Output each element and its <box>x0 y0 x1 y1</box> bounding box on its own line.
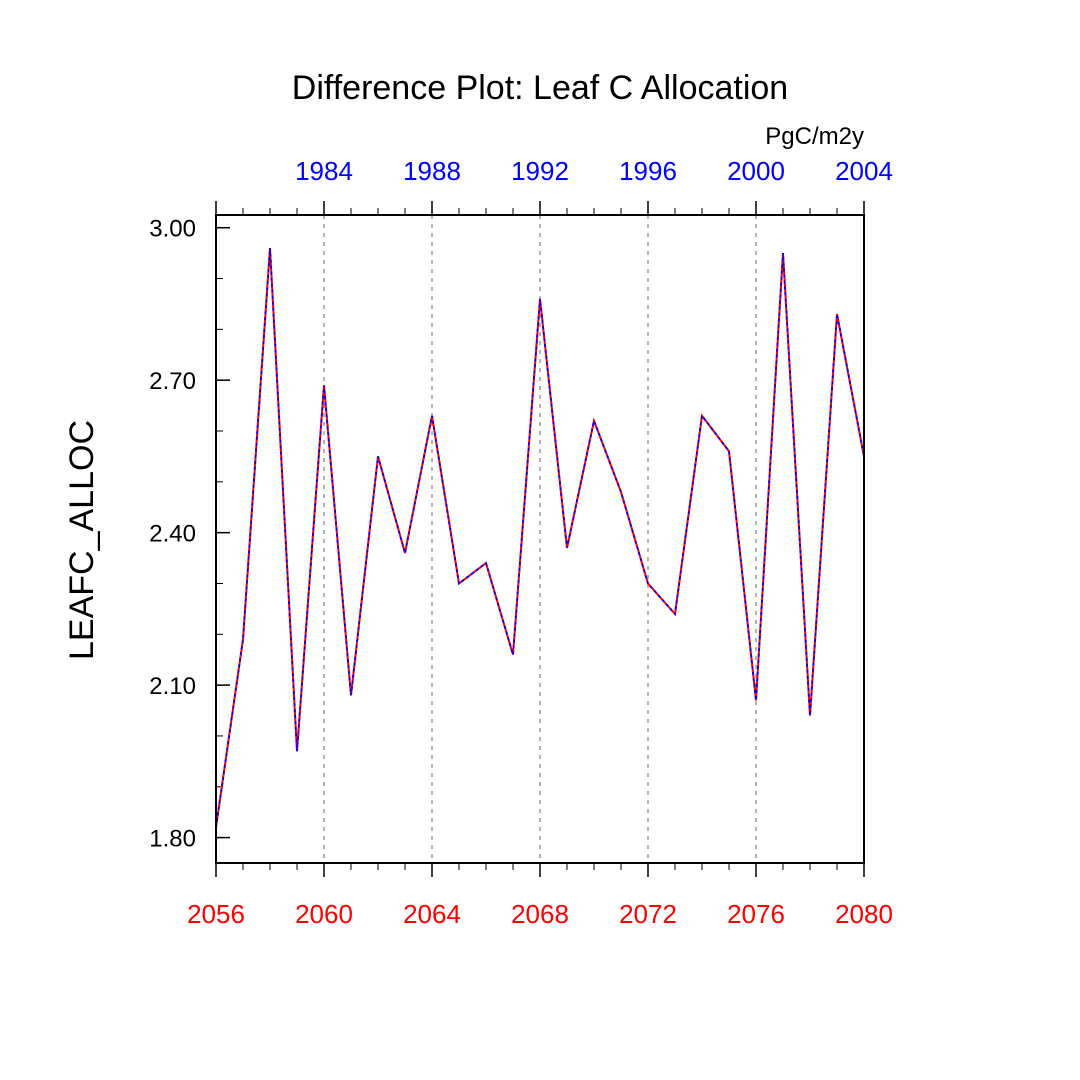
gridlines <box>323 215 757 863</box>
y-tick-label: 3.00 <box>149 216 196 243</box>
x-top-tick-label: 1984 <box>295 156 353 186</box>
axis-ticks <box>215 201 865 877</box>
chart-title: Difference Plot: Leaf C Allocation <box>292 69 788 107</box>
data-series <box>215 247 865 828</box>
series-line-historical <box>215 247 865 828</box>
x-bottom-tick-label: 2056 <box>187 899 245 929</box>
x-bottom-tick-label: 2076 <box>727 899 785 929</box>
x-top-tick-label: 2004 <box>835 156 893 186</box>
units-label: PgC/m2y <box>765 123 864 150</box>
x-top-tick-label: 1996 <box>619 156 677 186</box>
x-bottom-tick-label: 2072 <box>619 899 677 929</box>
x-top-tick-label: 1988 <box>403 156 461 186</box>
x-bottom-tick-label: 2068 <box>511 899 569 929</box>
tick-labels: 1.80 2.10 2.40 2.70 3.00 2056 2060 2064 2068 2072… <box>149 156 893 929</box>
y-tick-label: 2.70 <box>149 368 196 395</box>
plot-frame <box>215 214 865 864</box>
x-top-tick-label: 1992 <box>511 156 569 186</box>
x-bottom-tick-label: 2064 <box>403 899 461 929</box>
y-tick-label: 2.40 <box>149 521 196 548</box>
x-bottom-tick-label: 2060 <box>295 899 353 929</box>
y-tick-label: 1.80 <box>149 826 196 853</box>
y-tick-label: 2.10 <box>149 673 196 700</box>
x-top-tick-label: 2000 <box>727 156 785 186</box>
y-axis-label: LEAFC_ALLOC <box>63 420 101 660</box>
x-bottom-tick-label: 2080 <box>835 899 893 929</box>
